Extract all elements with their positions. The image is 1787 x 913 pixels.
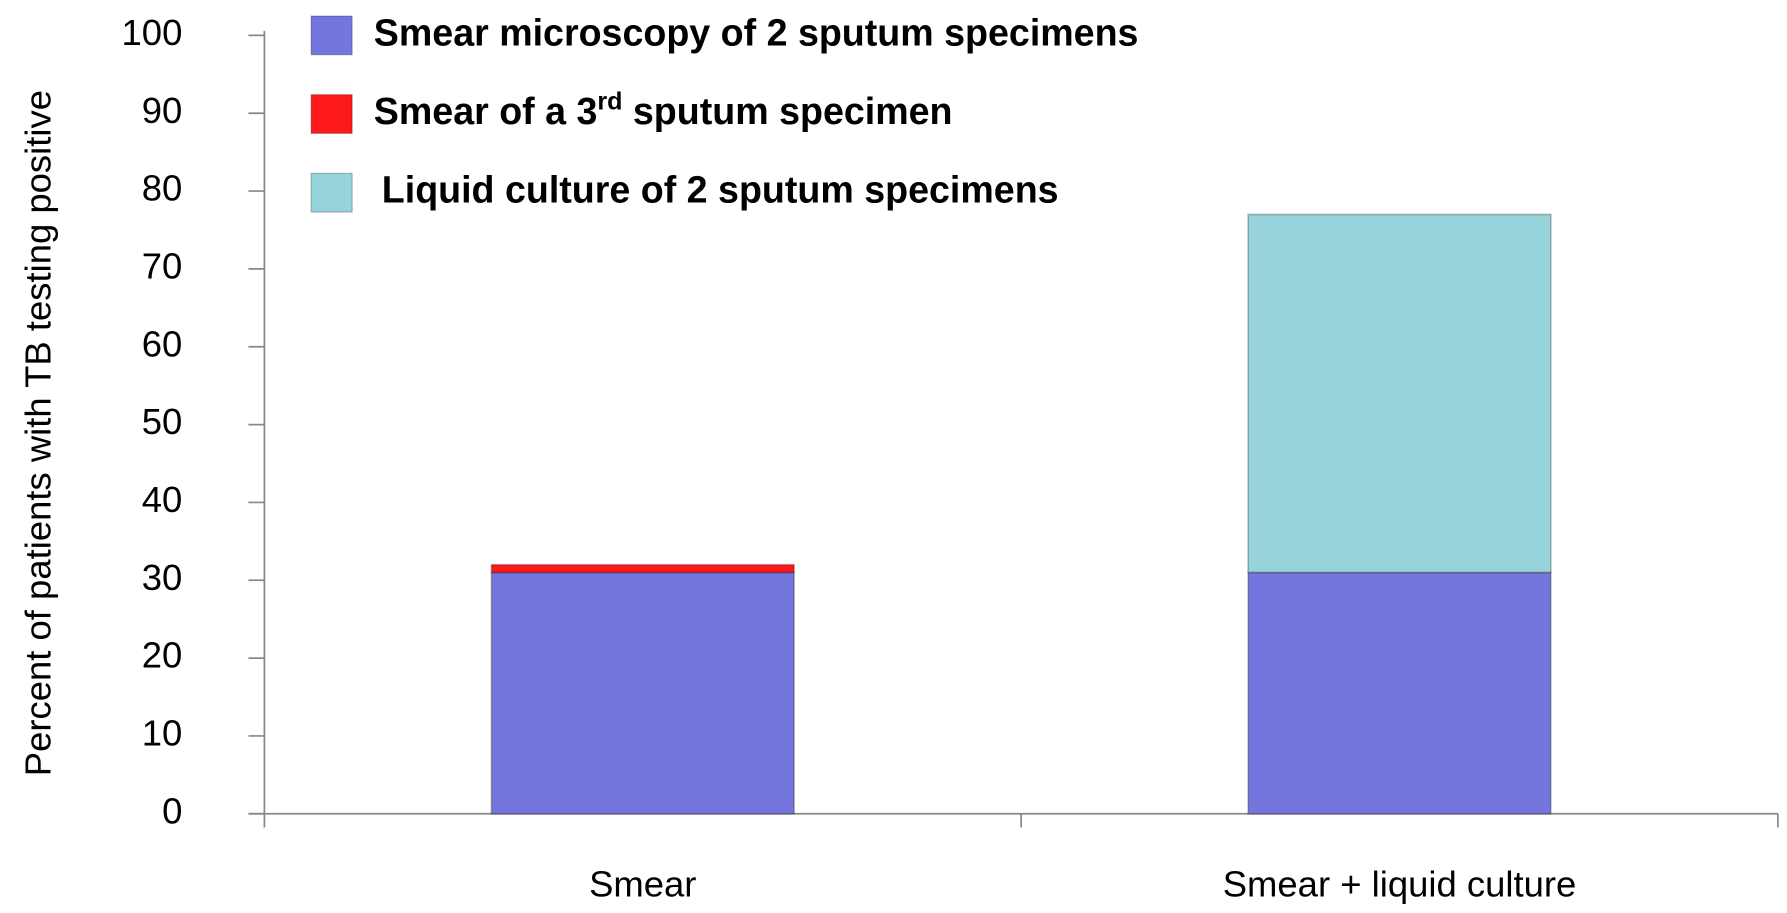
y-tick-label: 10 xyxy=(142,713,183,754)
y-tick-label: 0 xyxy=(162,790,182,831)
y-tick-label: 100 xyxy=(122,12,183,53)
legend-label: Liquid culture of 2 sputum specimens xyxy=(382,169,1059,211)
y-tick-label: 20 xyxy=(142,635,183,676)
bar-segment xyxy=(1247,571,1552,815)
x-tick-label: Smear xyxy=(589,863,696,904)
x-tick-label: Smear + liquid culture xyxy=(1223,863,1577,904)
y-tick-label: 80 xyxy=(142,168,183,209)
y-tick-label: 70 xyxy=(142,246,183,287)
legend-swatch xyxy=(310,172,353,213)
y-tick-label: 60 xyxy=(142,323,183,364)
bar-segment xyxy=(490,571,795,815)
y-tick-label: 40 xyxy=(142,479,183,520)
y-tick-label: 30 xyxy=(142,557,183,598)
y-tick-label: 50 xyxy=(142,401,183,442)
y-tick-label: 90 xyxy=(142,90,183,131)
bar-segment xyxy=(1247,213,1552,574)
legend-label: Smear of a 3rd sputum specimen xyxy=(374,87,953,132)
legend-label: Smear microscopy of 2 sputum specimens xyxy=(374,11,1139,53)
y-axis-label: Percent of patients with TB testing posi… xyxy=(18,90,59,776)
legend-swatch xyxy=(310,15,353,56)
bar-segment xyxy=(490,563,795,574)
legend-swatch xyxy=(310,94,353,134)
